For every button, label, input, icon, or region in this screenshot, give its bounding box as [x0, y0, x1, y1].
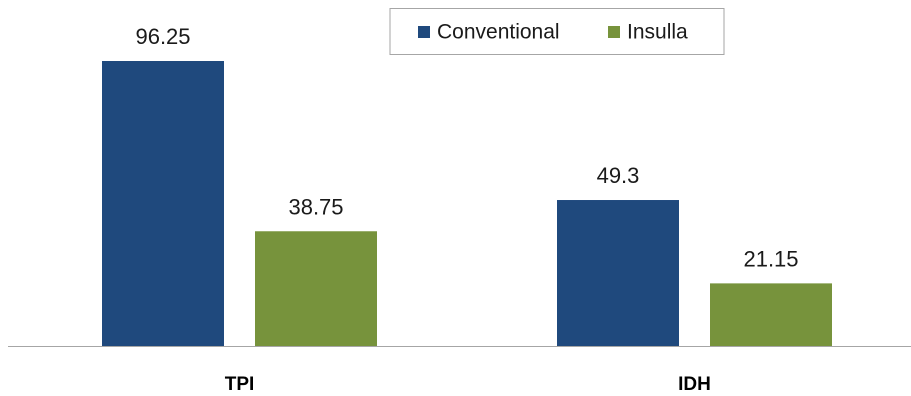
legend-box [389, 8, 725, 55]
legend-swatch-insulla [608, 26, 620, 38]
category-labels-layer: TPI IDH [225, 374, 711, 395]
data-labels-layer: 96.25 38.75 49.3 21.15 [135, 24, 798, 271]
legend: Conventional Insulla [389, 8, 725, 55]
bar-conventional-idh [557, 200, 679, 346]
bar-conventional-tpi [102, 61, 224, 346]
data-label-insulla-tpi: 38.75 [288, 194, 343, 219]
legend-swatch-conventional [418, 26, 430, 38]
legend-label-insulla: Insulla [627, 21, 688, 44]
data-label-conventional-idh: 49.3 [597, 163, 640, 188]
data-label-insulla-idh: 21.15 [743, 246, 798, 271]
bar-insulla-tpi [255, 231, 377, 346]
category-label-tpi: TPI [225, 374, 255, 395]
category-label-idh: IDH [678, 374, 711, 395]
bar-insulla-idh [710, 283, 832, 346]
data-label-conventional-tpi: 96.25 [135, 24, 190, 49]
legend-label-conventional: Conventional [437, 21, 560, 44]
bars-layer [102, 61, 832, 346]
